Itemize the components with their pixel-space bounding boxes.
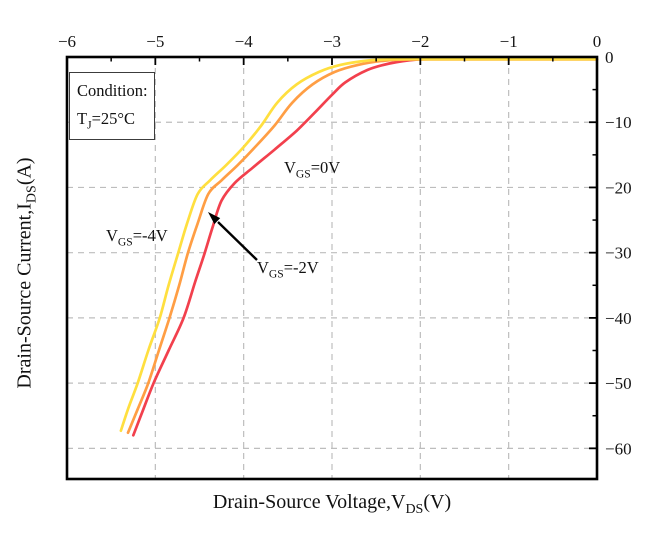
y-tick-label: −40 [605, 309, 632, 328]
vgs-minus2-arrow [208, 212, 258, 261]
y-axis-title: Drain-Source Current,IDS(A) [13, 157, 40, 389]
curve-vgs--4V [119, 57, 599, 433]
curve-vgs--2V [126, 57, 599, 435]
axis-ticks [66, 56, 598, 450]
y-tick-label: −30 [605, 244, 632, 263]
x-tick-label: 0 [593, 32, 602, 51]
label-vgs-minus2v: VGS=-2V [257, 258, 319, 281]
condition-line2: TJ=25°C [77, 109, 136, 132]
curves [119, 57, 599, 437]
y-tick-label: −50 [605, 374, 632, 393]
condition-line1: Condition: [77, 81, 148, 100]
y-tick-label: −60 [605, 439, 632, 458]
label-vgs-minus4v: VGS=-4V [106, 226, 168, 249]
y-tick-label: −20 [605, 178, 632, 197]
label-vgs-0v: VGS=0V [284, 158, 341, 181]
x-tick-label: −4 [235, 32, 254, 51]
x-axis-title: Drain-Source Voltage,VDS(V) [212, 491, 452, 517]
x-tick-label: −1 [500, 32, 518, 51]
gridlines [67, 57, 597, 479]
x-tick-label: −3 [323, 32, 341, 51]
curve-vgs-0V [131, 57, 599, 437]
tick-labels: −6 −5 −4 −3 −2 −1 00−10−20−30−40−50−60 [58, 32, 632, 458]
y-tick-label: −10 [605, 113, 632, 132]
x-tick-label: −6 [58, 32, 76, 51]
condition-box: Condition: TJ=25°C [69, 72, 155, 140]
x-tick-label: −2 [411, 32, 429, 51]
x-tick-label: −5 [146, 32, 164, 51]
y-tick-label: 0 [605, 48, 614, 67]
